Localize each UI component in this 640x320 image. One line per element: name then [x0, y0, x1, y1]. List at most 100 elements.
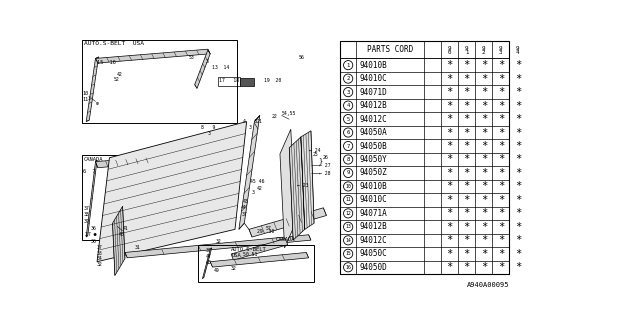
Text: 14: 14: [345, 238, 351, 243]
Polygon shape: [239, 116, 260, 229]
Bar: [81, 156, 150, 240]
Text: *: *: [481, 262, 487, 272]
Text: 48: 48: [205, 260, 211, 265]
Text: 4: 4: [346, 103, 350, 108]
Text: AUTO.S-BELT  USA: AUTO.S-BELT USA: [84, 42, 144, 46]
Text: 94050C: 94050C: [359, 249, 387, 258]
Text: 94012B: 94012B: [359, 222, 387, 231]
Text: *: *: [498, 100, 504, 111]
Text: *: *: [498, 235, 504, 245]
Text: ← 27: ← 27: [319, 163, 330, 168]
Text: 44: 44: [241, 205, 247, 211]
Text: *: *: [498, 87, 504, 97]
Text: 9: 9: [448, 46, 451, 51]
Text: 41: 41: [123, 226, 129, 231]
Text: 45 46: 45 46: [250, 179, 265, 184]
Text: *: *: [515, 249, 521, 259]
Text: *: *: [481, 114, 487, 124]
Text: 3: 3: [252, 190, 255, 195]
Text: 37: 37: [205, 248, 211, 253]
Text: *: *: [481, 100, 487, 111]
Text: 29  30: 29 30: [257, 229, 274, 234]
Text: 39: 39: [84, 219, 90, 224]
Text: 27 ●: 27 ●: [84, 232, 96, 237]
Text: 52: 52: [114, 77, 120, 82]
Text: 37: 37: [84, 206, 90, 211]
Bar: [81, 40, 237, 123]
Text: CANADA: CANADA: [275, 237, 295, 242]
Text: *: *: [463, 208, 470, 218]
Text: *: *: [498, 222, 504, 232]
Text: *: *: [481, 87, 487, 97]
Text: 36: 36: [91, 226, 97, 231]
Bar: [239, 78, 253, 86]
Polygon shape: [125, 235, 311, 258]
Polygon shape: [86, 160, 97, 237]
Text: *: *: [498, 208, 504, 218]
Text: 5: 5: [346, 116, 350, 122]
Text: 3: 3: [249, 125, 252, 131]
Text: 9: 9: [346, 171, 350, 175]
Text: 32: 32: [97, 262, 103, 268]
Polygon shape: [289, 137, 305, 240]
Text: 56: 56: [298, 55, 304, 60]
Text: 13  14: 13 14: [212, 65, 229, 70]
Text: *: *: [515, 262, 521, 272]
Text: *: *: [515, 168, 521, 178]
Text: 94071D: 94071D: [359, 88, 387, 97]
Text: 43: 43: [243, 198, 248, 204]
Text: 1: 1: [465, 50, 468, 55]
Text: CANADA: CANADA: [84, 157, 104, 162]
Text: 6  7: 6 7: [83, 169, 95, 174]
Text: 9: 9: [465, 46, 468, 51]
Text: *: *: [447, 74, 453, 84]
Text: 15: 15: [345, 251, 351, 256]
Text: 21: 21: [257, 119, 262, 124]
Text: *: *: [463, 87, 470, 97]
Text: 3: 3: [346, 90, 350, 95]
Text: *: *: [481, 249, 487, 259]
Text: *: *: [515, 235, 521, 245]
Text: }: }: [318, 158, 322, 164]
Text: 94012C: 94012C: [359, 115, 387, 124]
Text: *: *: [463, 128, 470, 138]
Text: *: *: [447, 195, 453, 205]
Polygon shape: [301, 131, 314, 229]
Text: 94050B: 94050B: [359, 141, 387, 150]
Text: *: *: [463, 222, 470, 232]
Text: *: *: [515, 87, 521, 97]
Polygon shape: [210, 252, 308, 267]
Text: 3: 3: [499, 50, 502, 55]
Text: *: *: [498, 74, 504, 84]
Text: *: *: [515, 181, 521, 191]
Text: *: *: [498, 155, 504, 164]
Text: 50 51: 50 51: [243, 252, 257, 258]
Text: 2: 2: [346, 76, 350, 81]
Text: 12: 12: [345, 211, 351, 216]
Text: 31: 31: [134, 245, 140, 250]
Text: *: *: [463, 262, 470, 272]
Text: *: *: [515, 208, 521, 218]
Text: 94010B: 94010B: [359, 61, 387, 70]
Text: 3: 3: [205, 59, 209, 64]
Text: 94010C: 94010C: [359, 196, 387, 204]
Text: *: *: [515, 141, 521, 151]
Text: *: *: [515, 60, 521, 70]
Text: PARTS CORD: PARTS CORD: [367, 45, 413, 54]
Polygon shape: [195, 50, 210, 88]
Text: *: *: [447, 181, 453, 191]
Text: 15  16: 15 16: [97, 60, 116, 65]
Text: *: *: [447, 155, 453, 164]
Polygon shape: [97, 122, 246, 262]
Text: 57: 57: [266, 226, 272, 231]
Text: 94050Z: 94050Z: [359, 168, 387, 178]
Text: *: *: [515, 222, 521, 232]
Text: 4   5: 4 5: [243, 119, 257, 124]
Text: 9: 9: [482, 46, 486, 51]
Text: 22: 22: [271, 114, 277, 119]
Text: 26: 26: [323, 156, 328, 160]
Text: *: *: [481, 128, 487, 138]
Text: *: *: [447, 168, 453, 178]
Text: *: *: [463, 100, 470, 111]
Text: 94010C: 94010C: [359, 74, 387, 83]
